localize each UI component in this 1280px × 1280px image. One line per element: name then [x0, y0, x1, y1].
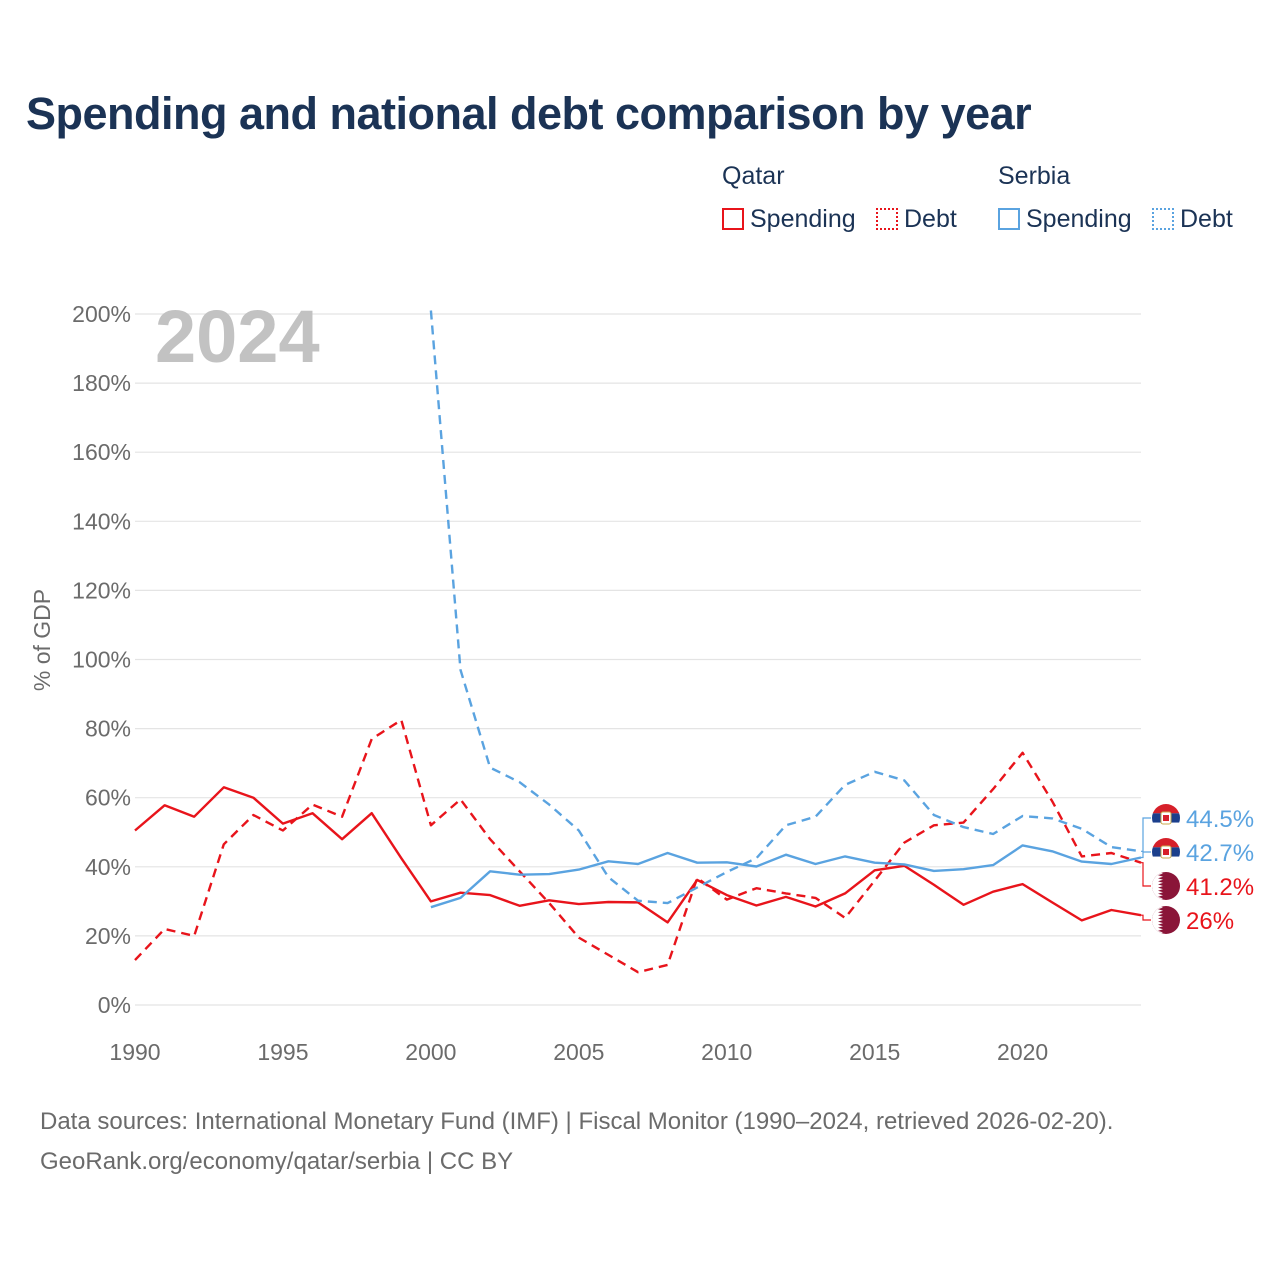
legend-label: Spending	[1026, 204, 1132, 233]
serbia-flag-icon	[1152, 804, 1180, 832]
legend-swatch-solid	[998, 208, 1020, 230]
x-tick-label: 2010	[701, 1039, 752, 1065]
x-tick-label: 1990	[109, 1039, 160, 1065]
end-labels: 44.5% 42.7% 41.2% 26%	[1141, 804, 1254, 935]
end-label-value: 41.2%	[1186, 874, 1254, 901]
footer-credit[interactable]: GeoRank.org/economy/qatar/serbia | CC BY	[40, 1148, 514, 1175]
legend-label: Debt	[1180, 204, 1233, 233]
end-label-connector	[1141, 862, 1151, 887]
footer-sources: Data sources: International Monetary Fun…	[40, 1108, 1114, 1135]
year-watermark: 2024	[155, 295, 320, 378]
line-chart: 0% 20% 40% 60% 80% 100% 120% 140% 160% 180% 200% 1…	[29, 295, 1254, 1065]
legend-swatch-dotted	[1152, 208, 1174, 230]
qatar-flag-icon	[1152, 906, 1180, 934]
legend-group-serbia: Serbia	[998, 162, 1071, 190]
y-tick-label: 0%	[98, 992, 131, 1018]
end-label-connector	[1141, 817, 1151, 852]
legend-serbia-spending[interactable]: Spending	[998, 204, 1132, 234]
x-tick-label: 2000	[405, 1039, 456, 1065]
legend-label: Debt	[904, 204, 957, 233]
y-tick-label: 160%	[72, 439, 131, 465]
x-tick-label: 1995	[257, 1039, 308, 1065]
x-axis-ticks: 1990 1995 2000 2005 2010 2015 2020	[109, 1039, 1048, 1065]
end-label-connector	[1141, 914, 1151, 921]
legend-qatar-spending[interactable]: Spending	[722, 204, 856, 234]
series-lines	[134, 310, 1142, 974]
serbia-flag-icon	[1152, 838, 1180, 866]
y-tick-label: 40%	[85, 854, 131, 880]
y-tick-label: 100%	[72, 647, 131, 673]
legend-swatch-solid	[722, 208, 744, 230]
x-tick-label: 2020	[997, 1039, 1048, 1065]
end-label-value: 44.5%	[1186, 806, 1254, 833]
y-tick-label: 120%	[72, 577, 131, 603]
legend-group-qatar: Qatar	[722, 162, 785, 190]
qatar-flag-icon	[1152, 872, 1180, 900]
series-line-qatar-spending[interactable]	[134, 786, 1142, 924]
end-label-value: 26%	[1186, 908, 1234, 935]
y-tick-label: 20%	[85, 923, 131, 949]
series-line-serbia-spending[interactable]	[430, 844, 1142, 909]
end-label-connector	[1141, 851, 1151, 859]
y-tick-label: 60%	[85, 785, 131, 811]
y-tick-label: 180%	[72, 370, 131, 396]
legend-swatch-dotted	[876, 208, 898, 230]
series-line-qatar-debt[interactable]	[134, 718, 1142, 974]
y-axis-ticks: 0% 20% 40% 60% 80% 100% 120% 140% 160% 180% 200%	[72, 301, 131, 1018]
chart-title: Spending and national debt comparison by…	[26, 88, 1032, 139]
x-tick-label: 2015	[849, 1039, 900, 1065]
y-tick-label: 80%	[85, 716, 131, 742]
y-tick-label: 200%	[72, 301, 131, 327]
y-tick-label: 140%	[72, 508, 131, 534]
end-label-value: 42.7%	[1186, 840, 1254, 867]
legend-qatar-debt[interactable]: Debt	[876, 204, 957, 234]
grid-lines	[135, 313, 1141, 1006]
legend-serbia-debt[interactable]: Debt	[1152, 204, 1233, 234]
x-tick-label: 2005	[553, 1039, 604, 1065]
y-axis-label: % of GDP	[29, 589, 55, 691]
legend-label: Spending	[750, 204, 856, 233]
series-line-serbia-debt[interactable]	[429, 310, 1142, 905]
